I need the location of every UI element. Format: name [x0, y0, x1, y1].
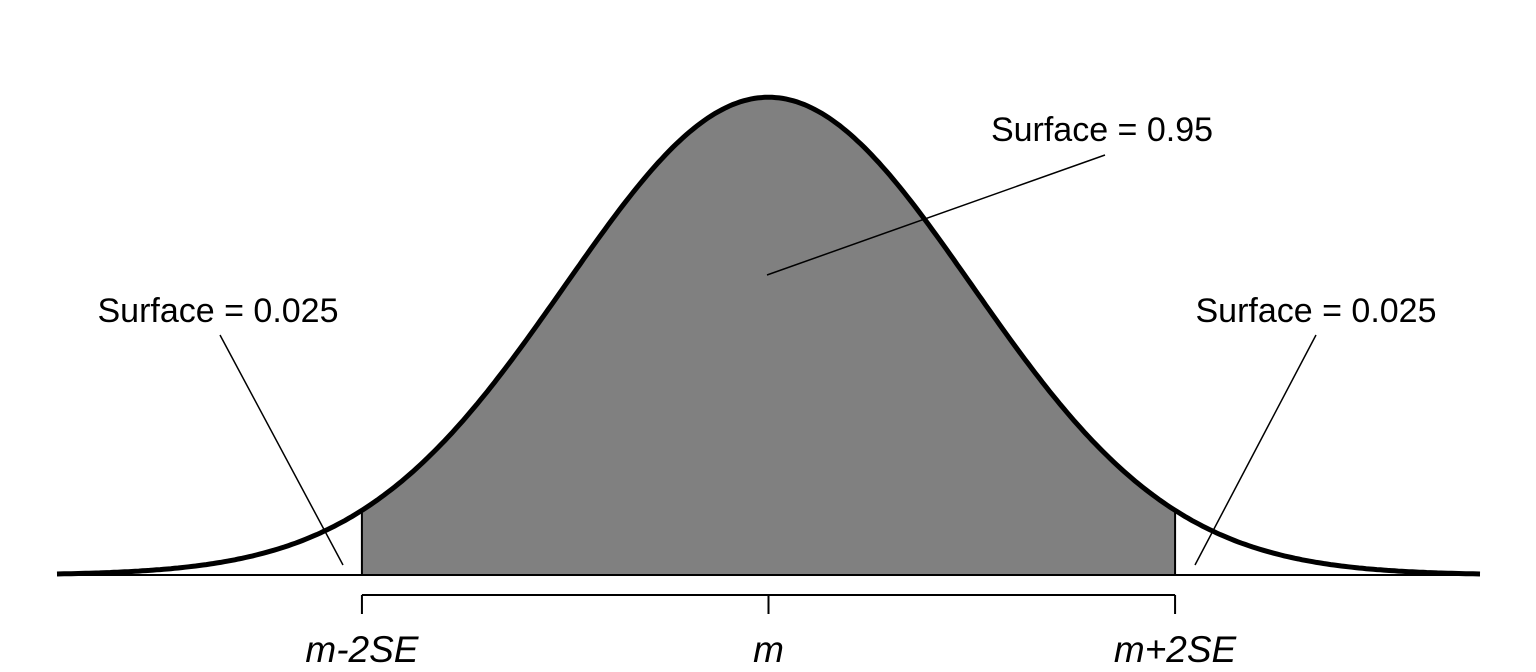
density-curve	[56, 94, 1481, 577]
annotation: Surface = 0.025	[1195, 292, 1436, 330]
shaded-area	[360, 96, 1177, 576]
annotation-leader	[1194, 334, 1317, 566]
annotation: Surface = 0.025	[97, 292, 338, 330]
annotation-leader	[766, 154, 1106, 276]
x-tick-label: m+2SE	[1114, 629, 1238, 670]
annotation-leader	[219, 334, 344, 566]
x-tick-label: m-2SE	[305, 629, 419, 670]
annotation: Surface = 0.95	[991, 111, 1213, 149]
x-tick-label: m	[753, 629, 784, 670]
